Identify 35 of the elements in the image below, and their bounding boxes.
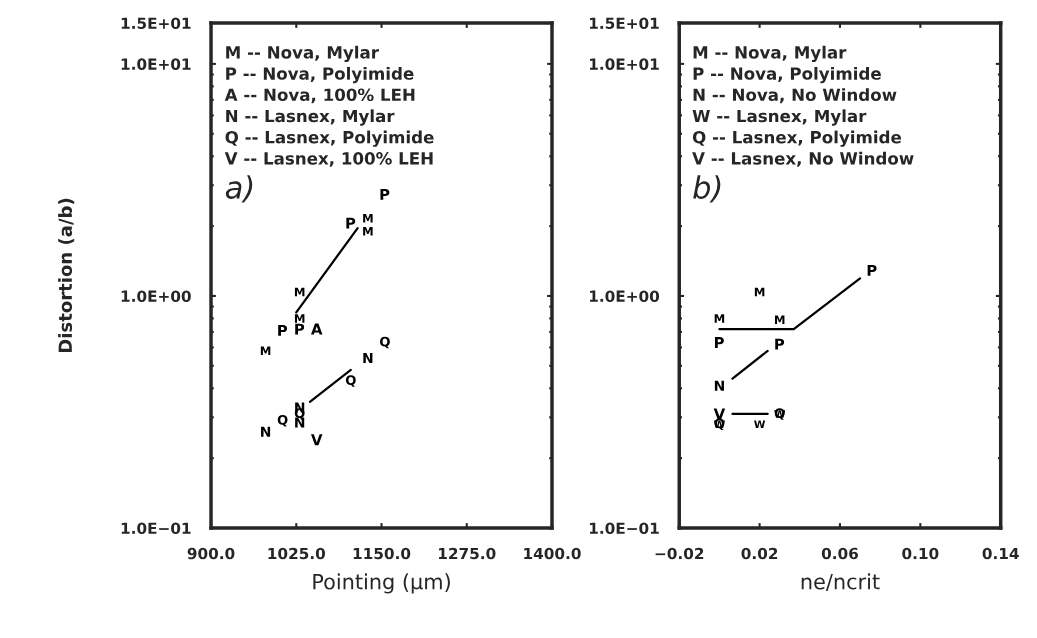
- y-tick-label: 1.0E+01: [121, 58, 191, 70]
- annotation: A -- Nova, 100% LEH: [224, 88, 415, 104]
- x-tick-label: 1025.0: [268, 547, 326, 560]
- annotation: Q -- Lasnex, Polyimide: [692, 130, 901, 147]
- y-tick-label: 1.0E−01: [121, 522, 191, 535]
- x-tick-label: −0.02: [655, 547, 704, 560]
- annotation: Q -- Lasnex, Polyimide: [225, 130, 434, 147]
- annotation: V -- Lasnex, No Window: [692, 151, 914, 167]
- x-tick-label: 0.14: [982, 547, 1019, 560]
- y-axis-title: Distortion (a/b): [58, 198, 75, 353]
- x-axis-title: Pointing (µm): [313, 573, 450, 594]
- annotation: N -- Nova, No Window: [693, 88, 897, 104]
- x-tick-label: 1400.0: [524, 547, 581, 560]
- annotation: V -- Lasnex, 100% LEH: [224, 152, 433, 167]
- annotation: b): [693, 175, 721, 203]
- x-axis-title: ne/ncrit: [801, 573, 880, 592]
- annotation: P -- Nova, Polyimide: [226, 66, 414, 84]
- x-tick-label: 1275.0: [439, 547, 496, 560]
- annotation: N -- Lasnex, Mylar: [226, 109, 395, 126]
- y-tick-label: 1.5E+01: [121, 17, 191, 30]
- y-tick-label: 1.0E+00: [589, 290, 660, 302]
- x-tick-label: 0.02: [741, 547, 778, 560]
- y-tick-label: 1.0E−01: [589, 522, 659, 535]
- annotation: a): [225, 175, 253, 203]
- x-tick-label: 0.10: [902, 547, 939, 560]
- annotation: W -- Lasnex, Mylar: [692, 109, 867, 126]
- x-tick-label: 0.06: [821, 547, 858, 560]
- annotation: M -- Nova, Mylar: [693, 45, 847, 63]
- x-tick-label: 900.0: [187, 547, 235, 560]
- y-tick-label: 1.0E+01: [589, 58, 659, 70]
- annotation: P -- Nova, Polyimide: [693, 66, 881, 84]
- annotation: M -- Nova, Mylar: [226, 45, 379, 63]
- y-tick-label: 1.0E+00: [121, 290, 191, 302]
- y-tick-label: 1.5E+01: [589, 17, 659, 30]
- x-tick-label: 1150.0: [353, 547, 411, 560]
